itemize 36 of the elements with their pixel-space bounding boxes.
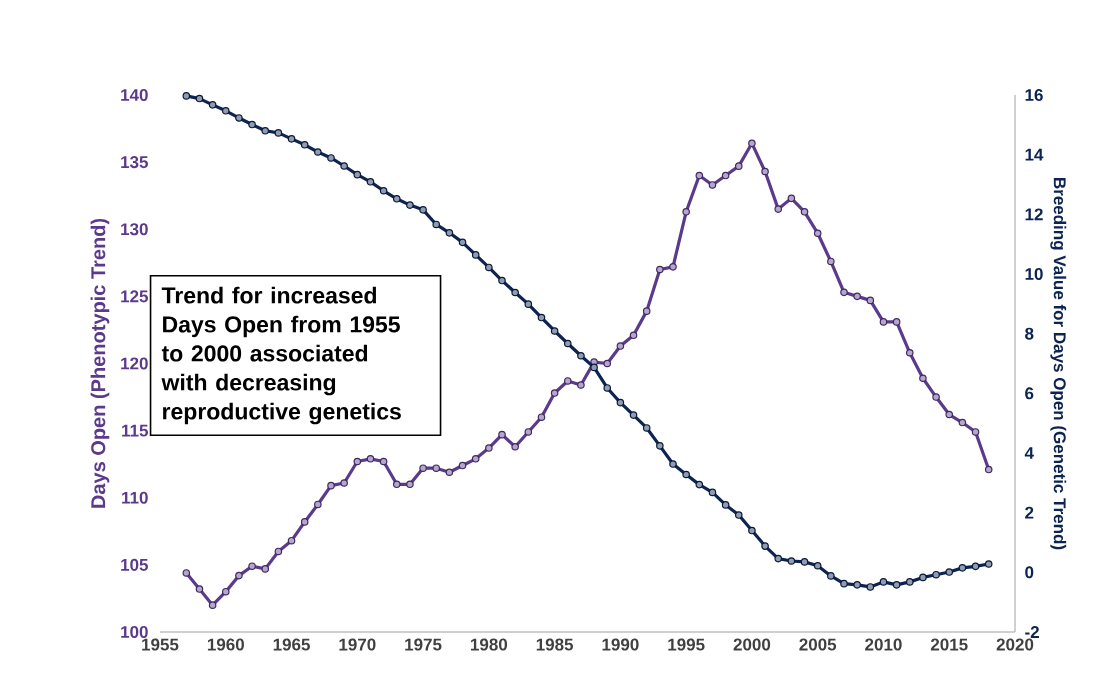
y2-tick-label: 14 [1025,148,1044,161]
y-tick-label: 140 [121,88,148,102]
y-tick-label: 135 [121,156,149,169]
x-tick-label: 1980 [471,638,508,651]
annotation: Trend for increased Days Open from 1955 to 2000 associated with decreasing reproductive genetics [161,286,401,425]
x-tick-label: 1995 [668,638,705,651]
y2-tick-label: 0 [1025,566,1034,579]
x-tick-label: 2015 [930,638,968,651]
x-tick-label: 2010 [865,638,902,651]
x-tick-label: 2020 [996,638,1034,651]
y-tick-label: 110 [122,491,148,504]
y2-tick-label: 4 [1024,447,1034,459]
y-tick-label: 105 [121,558,149,571]
y2-tick-label: 2 [1025,506,1034,519]
x-tick-label: 2000 [733,638,771,651]
y2-axis-title: Breeding Value for Days Open (Genetic Trend) [1050,178,1067,550]
y-tick-label: 130 [121,223,148,236]
x-tick-label: 1955 [142,638,179,651]
y-tick-label: 120 [121,357,148,370]
y2-tick-label: 16 [1025,88,1043,102]
y2-tick-label: 12 [1025,208,1043,221]
y2-tick-label: 8 [1025,327,1034,340]
y-tick-label: 115 [122,424,149,437]
x-tick-label: 1990 [602,638,639,651]
y2-tick-label: 6 [1025,387,1034,400]
x-tick-label: 2005 [799,638,837,651]
y-tick-label: 125 [121,290,149,303]
x-tick-label: 1960 [207,638,244,651]
y2-tick-label: 10 [1025,267,1043,281]
y-tick-label: 100 [121,625,148,639]
x-tick-label: 1965 [273,638,310,651]
y-axis-title: Days Open (Phenotypic Trend) [90,218,110,508]
y2-tick-label: -2 [1025,626,1039,638]
x-tick-label: 1970 [339,638,376,651]
x-tick-label: 1985 [536,638,574,651]
x-tick-label: 1975 [405,638,442,651]
